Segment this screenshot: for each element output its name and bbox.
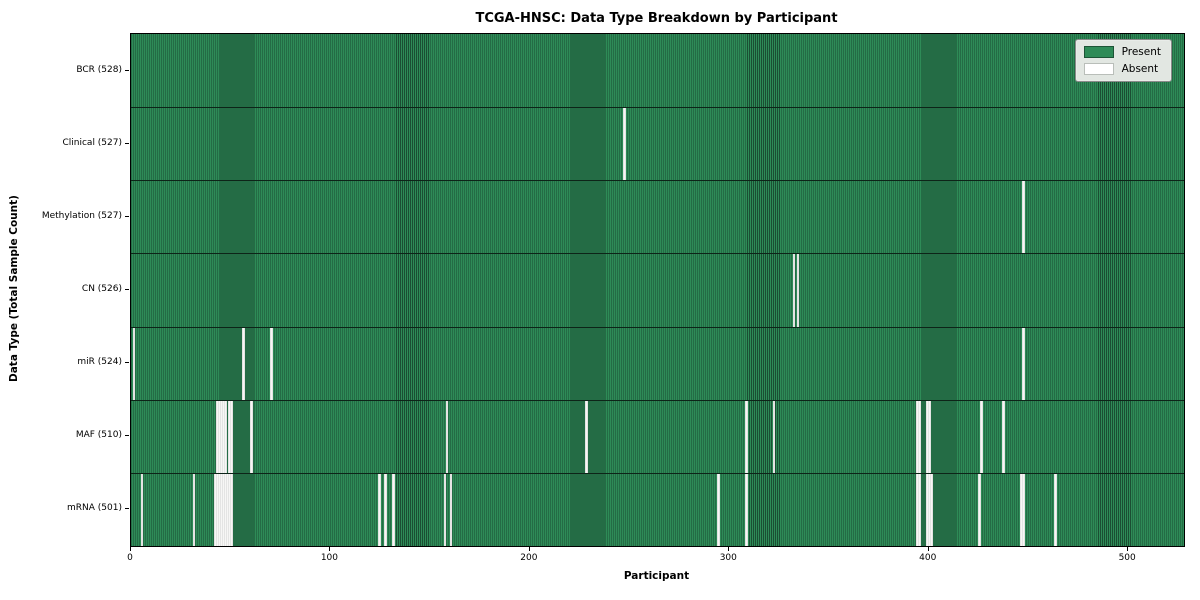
y-tick-mark bbox=[125, 142, 129, 144]
x-tick-mark bbox=[130, 547, 131, 551]
legend-entry-present: Present bbox=[1083, 46, 1161, 58]
absent-mark bbox=[228, 400, 231, 473]
x-tick-mark bbox=[329, 547, 331, 551]
absent-mark bbox=[220, 473, 224, 546]
absent-mark bbox=[216, 400, 220, 473]
absent-mark bbox=[916, 473, 920, 546]
absent-mark bbox=[585, 400, 588, 473]
absent-mark bbox=[220, 400, 224, 473]
absent-mark bbox=[218, 473, 222, 546]
absent-mark bbox=[918, 400, 922, 473]
absent-mark bbox=[1054, 473, 1057, 546]
heatmap-row-maf bbox=[131, 399, 1184, 473]
x-tick-mark bbox=[528, 547, 530, 551]
absent-mark bbox=[218, 400, 222, 473]
plot-area bbox=[130, 33, 1185, 547]
x-axis-label: Participant bbox=[623, 570, 690, 582]
absent-mark bbox=[222, 400, 226, 473]
absent-mark bbox=[1022, 181, 1025, 254]
absent-mark bbox=[1022, 327, 1025, 400]
absent-mark bbox=[772, 400, 776, 473]
absent-mark bbox=[377, 473, 381, 546]
absent-mark bbox=[930, 473, 933, 546]
y-tick-label-methylation: Methylation (527) bbox=[41, 210, 122, 221]
y-tick-mark bbox=[125, 508, 129, 510]
absent-mark bbox=[926, 400, 930, 473]
absent-mark bbox=[222, 473, 226, 546]
x-tick-label-100: 100 bbox=[320, 553, 339, 563]
absent-mark bbox=[242, 327, 245, 400]
present-swatch-icon bbox=[1083, 46, 1114, 58]
legend-entry-absent: Absent bbox=[1083, 63, 1161, 75]
absent-mark bbox=[445, 400, 449, 473]
x-tick-label-0: 0 bbox=[127, 553, 133, 563]
heatmap-row-methylation bbox=[131, 180, 1184, 254]
x-tick-mark bbox=[1127, 547, 1129, 551]
heatmap-row-bcr bbox=[131, 34, 1184, 108]
y-tick-mark bbox=[125, 289, 129, 290]
y-tick-label-cn: CN (526) bbox=[81, 284, 122, 294]
absent-mark bbox=[228, 473, 231, 546]
y-tick-label-bcr: BCR (528) bbox=[76, 64, 122, 75]
absent-mark bbox=[140, 473, 144, 546]
x-tick-label-500: 500 bbox=[1118, 553, 1136, 563]
heatmap-row-mrna bbox=[131, 472, 1184, 546]
absent-swatch-icon bbox=[1083, 63, 1114, 75]
absent-mark bbox=[443, 473, 447, 546]
absent-mark bbox=[1020, 473, 1023, 546]
legend: Present Absent bbox=[1074, 39, 1172, 82]
absent-mark bbox=[916, 400, 920, 473]
absent-mark bbox=[192, 473, 196, 546]
absent-mark bbox=[717, 473, 720, 546]
absent-mark bbox=[383, 473, 387, 546]
absent-mark bbox=[792, 254, 796, 327]
absent-mark bbox=[744, 400, 748, 473]
y-tick-mark bbox=[125, 435, 129, 437]
y-axis-label: Data Type (Total Sample Count) bbox=[8, 195, 20, 383]
heatmap-row-mir bbox=[131, 326, 1184, 400]
y-tick-label-mir: miR (524) bbox=[77, 357, 122, 368]
chart-title: TCGA-HNSC: Data Type Breakdown by Partic… bbox=[475, 11, 838, 26]
absent-mark bbox=[132, 327, 136, 400]
absent-mark bbox=[216, 473, 220, 546]
heatmap-row-clinical bbox=[131, 107, 1184, 181]
absent-mark bbox=[928, 473, 932, 546]
heatmap-row-cn bbox=[131, 253, 1184, 327]
absent-mark bbox=[226, 473, 230, 546]
absent-mark bbox=[918, 473, 922, 546]
absent-mark bbox=[230, 473, 233, 546]
absent-mark bbox=[449, 473, 453, 546]
absent-mark bbox=[980, 400, 983, 473]
absent-mark bbox=[270, 327, 273, 400]
absent-mark bbox=[214, 473, 218, 546]
absent-mark bbox=[230, 400, 233, 473]
legend-absent-label: Absent bbox=[1121, 63, 1159, 75]
absent-mark bbox=[744, 473, 748, 546]
absent-mark bbox=[623, 108, 626, 181]
y-tick-mark bbox=[125, 362, 129, 364]
x-tick-mark bbox=[927, 547, 929, 551]
absent-mark bbox=[978, 473, 981, 546]
absent-mark bbox=[250, 400, 253, 473]
y-tick-label-maf: MAF (510) bbox=[75, 430, 122, 441]
absent-mark bbox=[928, 400, 932, 473]
absent-mark bbox=[224, 400, 228, 473]
y-tick-label-clinical: Clinical (527) bbox=[62, 137, 122, 148]
x-tick-mark bbox=[728, 547, 730, 551]
absent-mark bbox=[796, 254, 800, 327]
legend-present-label: Present bbox=[1121, 46, 1161, 58]
x-tick-label-200: 200 bbox=[520, 553, 538, 563]
absent-mark bbox=[391, 473, 395, 546]
y-tick-label-mrna: mRNA (501) bbox=[67, 503, 122, 514]
absent-mark bbox=[224, 473, 228, 546]
y-tick-mark bbox=[125, 69, 129, 71]
absent-mark bbox=[926, 473, 930, 546]
x-tick-label-400: 400 bbox=[919, 553, 937, 563]
y-tick-mark bbox=[125, 215, 129, 217]
absent-mark bbox=[1022, 473, 1025, 546]
x-tick-label-300: 300 bbox=[719, 553, 737, 563]
absent-mark bbox=[1002, 400, 1005, 473]
